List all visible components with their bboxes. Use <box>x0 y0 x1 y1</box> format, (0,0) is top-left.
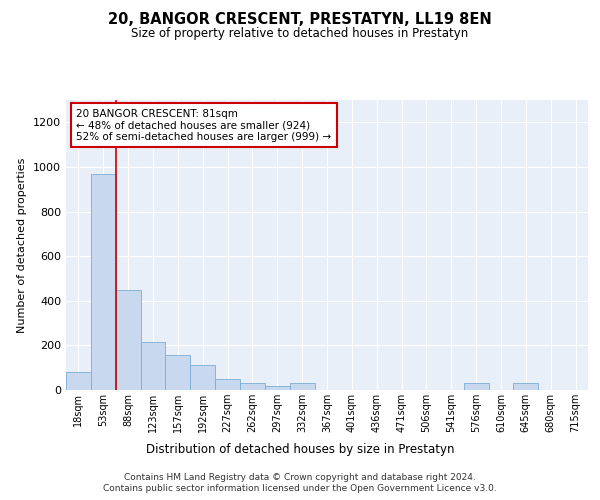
Text: Contains HM Land Registry data © Crown copyright and database right 2024.: Contains HM Land Registry data © Crown c… <box>124 472 476 482</box>
Bar <box>265 386 290 390</box>
Bar <box>240 384 265 390</box>
Bar <box>215 380 240 390</box>
Y-axis label: Number of detached properties: Number of detached properties <box>17 158 28 332</box>
Text: Distribution of detached houses by size in Prestatyn: Distribution of detached houses by size … <box>146 442 454 456</box>
Bar <box>464 384 488 390</box>
Text: 20 BANGOR CRESCENT: 81sqm
← 48% of detached houses are smaller (924)
52% of semi: 20 BANGOR CRESCENT: 81sqm ← 48% of detac… <box>76 108 332 142</box>
Text: Contains public sector information licensed under the Open Government Licence v3: Contains public sector information licen… <box>103 484 497 493</box>
Bar <box>140 342 166 390</box>
Bar <box>66 372 91 390</box>
Bar <box>166 355 190 390</box>
Bar <box>290 384 314 390</box>
Bar <box>190 366 215 390</box>
Text: Size of property relative to detached houses in Prestatyn: Size of property relative to detached ho… <box>131 28 469 40</box>
Bar <box>514 384 538 390</box>
Text: 20, BANGOR CRESCENT, PRESTATYN, LL19 8EN: 20, BANGOR CRESCENT, PRESTATYN, LL19 8EN <box>108 12 492 28</box>
Bar <box>116 290 140 390</box>
Bar <box>91 174 116 390</box>
